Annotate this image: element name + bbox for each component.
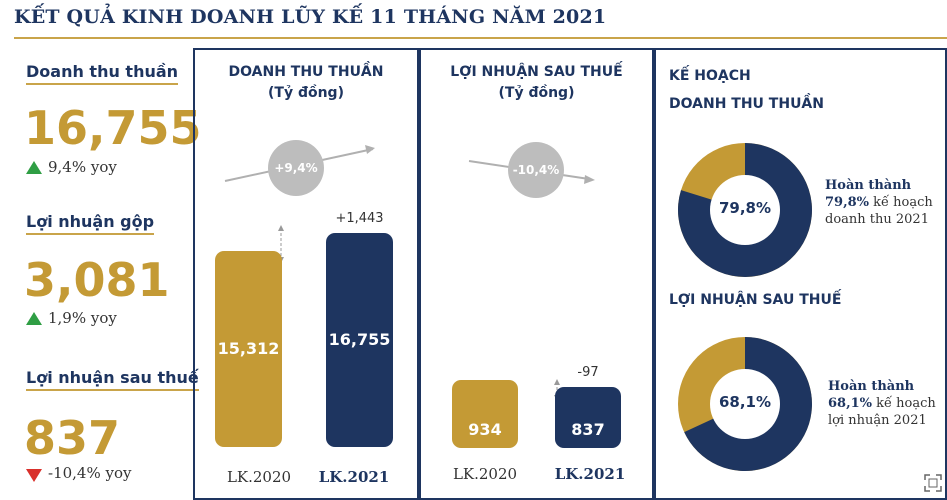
growth-bubble: +9,4% — [268, 140, 324, 196]
x-tick-label: LK.2021 — [554, 465, 626, 483]
growth-bubble: -10,4% — [508, 142, 564, 198]
desc-pct: 68,1% — [828, 396, 873, 411]
desc-line2: kế hoạch — [873, 195, 933, 210]
bar-lk2021-net-profit — [555, 387, 621, 448]
revenue-plan-donut — [677, 143, 812, 277]
page-title: KẾT QUẢ KINH DOANH LŨY KẾ 11 THÁNG NĂM 2… — [14, 6, 607, 28]
up-triangle-icon — [26, 161, 42, 174]
kpi-value-gross-profit: 3,081 — [24, 253, 170, 307]
net-profit-chart-title: LỢI NHUẬN SAU THUẾ (Tỷ đồng) — [419, 62, 654, 104]
bar-change-label: -97 — [577, 365, 599, 380]
bar-change-label: +1,443 — [335, 211, 384, 226]
chart-title: DOANH THU THUẦN — [228, 64, 384, 80]
trend-arrowhead — [584, 175, 595, 184]
donut-hole — [710, 175, 780, 245]
x-tick-label: LK.2020 — [226, 468, 292, 486]
donut-center-label: 79,8% — [718, 199, 772, 217]
expand-icon[interactable] — [924, 474, 942, 492]
trend-arrowhead — [365, 145, 375, 154]
revenue-plan-description: Hoàn thành 79,8% kế hoạch doanh thu 2021 — [825, 177, 933, 228]
plan-net-profit-title: LỢI NHUẬN SAU THUẾ — [669, 292, 842, 308]
chart-title: LỢI NHUẬN SAU THUẾ — [450, 64, 623, 80]
bar-lk2020-net-profit — [452, 380, 518, 448]
net-profit-plan-description: Hoàn thành 68,1% kế hoạch lợi nhuận 2021 — [828, 378, 936, 429]
desc-line3: lợi nhuận 2021 — [828, 413, 927, 428]
kpi-value-net-profit: 837 — [24, 411, 121, 465]
plan-heading: KẾ HOẠCH — [669, 68, 751, 84]
kpi-change-revenue: 9,4% yoy — [48, 158, 117, 176]
kpi-label-net-profit: Lợi nhuận sau thuế — [26, 368, 199, 391]
change-marker-top — [554, 379, 560, 385]
change-marker-top — [278, 225, 284, 231]
net-profit-plan-donut — [678, 337, 812, 471]
net-profit-chart-panel — [419, 48, 654, 500]
title-underline — [14, 37, 947, 39]
revenue-chart-title: DOANH THU THUẦN (Tỷ đồng) — [193, 62, 419, 104]
desc-bold: Hoàn thành — [828, 379, 915, 394]
desc-pct: 79,8% — [825, 195, 870, 210]
up-triangle-icon — [26, 312, 42, 325]
kpi-label-gross-profit: Lợi nhuận gộp — [26, 212, 155, 235]
bar-value-label: 16,755 — [328, 330, 391, 349]
x-tick-label: LK.2021 — [318, 468, 390, 486]
plan-panel — [654, 48, 947, 500]
x-tick-label: LK.2020 — [452, 465, 518, 483]
down-triangle-icon — [26, 469, 42, 482]
plan-revenue-title: DOANH THU THUẦN — [669, 96, 824, 112]
kpi-value-revenue: 16,755 — [24, 101, 202, 155]
kpi-label-revenue: Doanh thu thuần — [26, 62, 179, 85]
kpi-change-net-profit: -10,4% yoy — [48, 464, 132, 482]
chart-subtitle: (Tỷ đồng) — [498, 85, 575, 101]
bar-value-label: 837 — [571, 420, 605, 439]
bar-lk2020-revenue — [215, 251, 282, 447]
desc-line3: doanh thu 2021 — [825, 212, 929, 227]
bar-value-label: 15,312 — [217, 339, 280, 358]
desc-bold: Hoàn thành — [825, 178, 912, 193]
chart-subtitle: (Tỷ đồng) — [268, 85, 344, 101]
kpi-change-gross-profit: 1,9% yoy — [48, 309, 117, 327]
revenue-chart-panel — [193, 48, 419, 500]
bar-lk2021-revenue — [326, 233, 393, 447]
donut-hole — [710, 369, 780, 439]
bar-value-label: 934 — [468, 420, 502, 439]
desc-line2: kế hoạch — [876, 396, 936, 411]
donut-center-label: 68,1% — [718, 393, 772, 411]
